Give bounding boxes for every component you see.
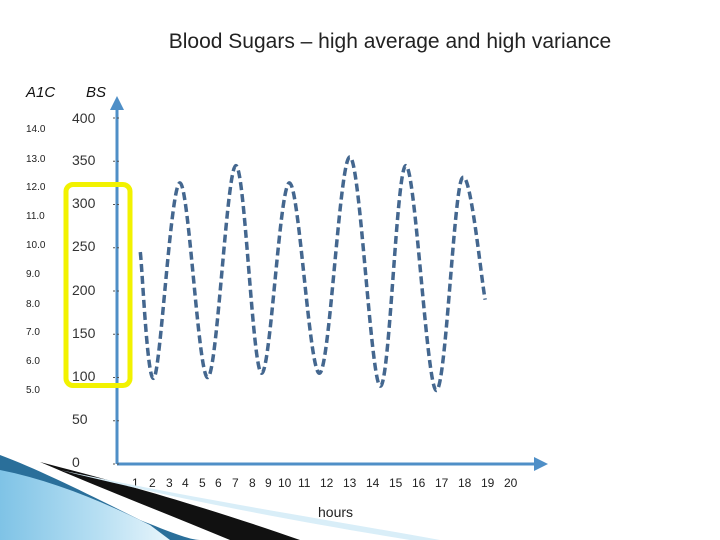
x-tick-label: 11 xyxy=(298,476,311,490)
y-tick-label: 0 xyxy=(72,454,80,470)
y-axis-arrow-icon xyxy=(110,96,124,110)
y-tick-label: 100 xyxy=(72,368,96,384)
target-range-highlight xyxy=(63,182,133,388)
y-tick-marks xyxy=(113,117,121,465)
a1c-tick: 13.0 xyxy=(26,154,46,165)
x-tick-label: 17 xyxy=(435,476,449,490)
x-tick-label: 13 xyxy=(343,476,357,490)
x-axis-arrow-icon xyxy=(534,457,548,471)
x-tick-label: 8 xyxy=(249,476,256,490)
a1c-axis-label: A1C xyxy=(26,84,56,101)
x-tick-label: 16 xyxy=(412,476,426,490)
x-tick-label: 15 xyxy=(389,476,403,490)
a1c-tick: 8.0 xyxy=(26,299,40,310)
y-tick-label: 300 xyxy=(72,195,96,211)
a1c-tick: 5.0 xyxy=(26,385,40,396)
y-tick-label: 50 xyxy=(72,411,88,427)
x-tick-label: 20 xyxy=(504,476,518,490)
y-tick-label: 350 xyxy=(72,152,96,168)
chart-title: Blood Sugars – high average and high var… xyxy=(168,30,612,53)
a1c-tick: 10.0 xyxy=(26,240,46,251)
a1c-tick: 7.0 xyxy=(26,327,40,338)
x-tick-label: 9 xyxy=(265,476,272,490)
swoosh-shadow xyxy=(40,462,300,540)
x-tick-label: 14 xyxy=(366,476,380,490)
x-tick-label: 5 xyxy=(199,476,206,490)
x-tick-label: 7 xyxy=(232,476,239,490)
x-tick-label: 18 xyxy=(458,476,472,490)
x-tick-label: 3 xyxy=(166,476,173,490)
blood-sugar-series-line xyxy=(138,155,487,393)
a1c-tick: 12.0 xyxy=(26,182,46,193)
x-tick-label: 10 xyxy=(278,476,292,490)
a1c-tick: 9.0 xyxy=(26,269,40,280)
swoosh-highlight xyxy=(0,470,170,540)
x-tick-label: 12 xyxy=(320,476,334,490)
y-tick-label: 200 xyxy=(72,282,96,298)
a1c-tick: 14.0 xyxy=(26,124,46,135)
x-tick-label: 2 xyxy=(149,476,156,490)
bs-axis-label: BS xyxy=(86,84,107,101)
x-axis-label: hours xyxy=(318,504,354,520)
a1c-tick: 6.0 xyxy=(26,356,40,367)
x-tick-label: 1 xyxy=(132,476,139,490)
y-tick-label: 400 xyxy=(72,110,96,126)
y-tick-label: 150 xyxy=(72,325,96,341)
x-tick-label: 4 xyxy=(182,476,189,490)
x-tick-label: 19 xyxy=(481,476,495,490)
a1c-tick: 11.0 xyxy=(26,211,45,222)
y-tick-label: 250 xyxy=(72,238,96,254)
x-tick-label: 6 xyxy=(215,476,222,490)
